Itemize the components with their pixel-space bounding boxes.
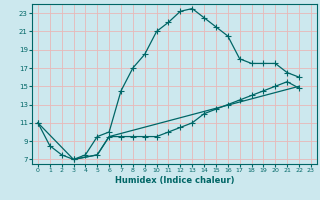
X-axis label: Humidex (Indice chaleur): Humidex (Indice chaleur)	[115, 176, 234, 185]
